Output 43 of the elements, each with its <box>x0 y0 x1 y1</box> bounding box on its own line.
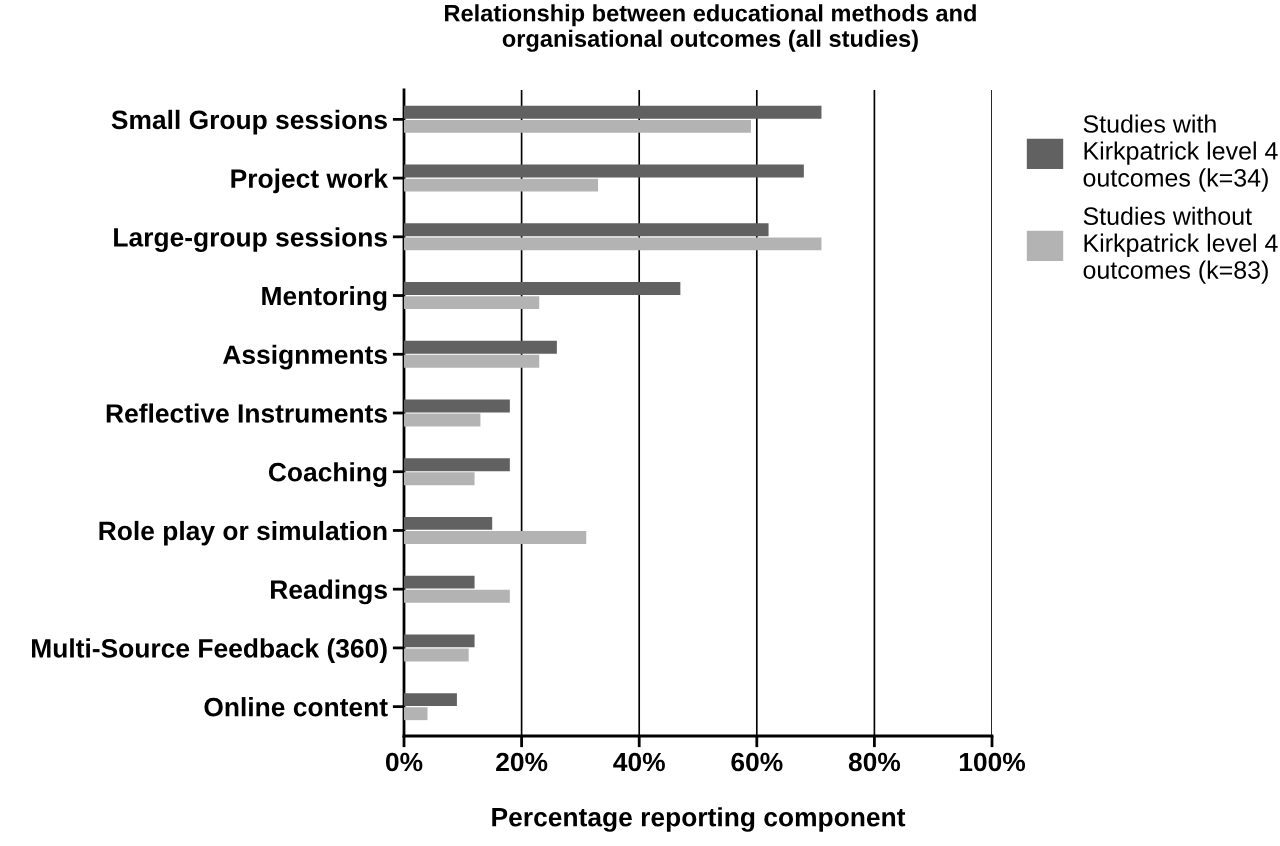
y-tick-label: Mentoring <box>262 285 387 311</box>
y-tick-label: Reflective Instruments <box>106 403 387 423</box>
y-tick-label: Project work <box>231 168 389 194</box>
x-axis-title: Percentage reporting component <box>492 807 906 832</box>
y-tick-label: Multi-Source Feedback (360) <box>32 638 387 663</box>
bar <box>404 105 822 119</box>
x-tick-label: 0% <box>385 752 423 772</box>
y-tick-label: Large-group sessions <box>114 227 387 252</box>
x-tick-label: 20% <box>496 752 548 772</box>
bar <box>404 413 481 427</box>
bar <box>404 707 428 721</box>
y-tick-label: Small Group sessions <box>111 109 387 135</box>
bar <box>404 458 510 472</box>
bar <box>404 223 769 237</box>
bar <box>404 354 540 368</box>
bar <box>404 178 599 192</box>
x-tick-label: 60% <box>731 752 783 772</box>
bar <box>404 531 587 544</box>
x-tick-label: 100% <box>959 752 1026 772</box>
y-tick-label: Assignments <box>222 344 387 370</box>
bar <box>404 575 475 589</box>
bar <box>404 296 540 310</box>
bar <box>404 634 475 648</box>
chart-title: Relationship between educational methods and organisational outcomes (all studies) <box>445 4 976 52</box>
legend-label: Studies without Kirkpatrick level 4 outcomes (k=83) <box>1083 206 1278 284</box>
bar <box>404 472 475 486</box>
x-tick-label: 40% <box>613 752 665 772</box>
bar <box>404 648 469 662</box>
bar <box>404 119 751 133</box>
bar <box>404 340 557 354</box>
bar <box>404 516 493 530</box>
y-tick-label: Role play or simulation <box>99 520 387 546</box>
bar <box>404 237 822 251</box>
bar <box>404 589 510 603</box>
y-tick-label: Readings <box>271 579 387 605</box>
bar <box>404 164 804 178</box>
x-tick-label: 80% <box>848 752 901 772</box>
y-tick-label: Online content <box>204 697 388 717</box>
legend-label: Studies with Kirkpatrick level 4 outcomes (k=34) <box>1083 114 1278 192</box>
bar <box>404 399 510 413</box>
bar <box>404 693 457 707</box>
bar <box>404 282 681 295</box>
y-tick-label: Coaching <box>268 462 387 487</box>
